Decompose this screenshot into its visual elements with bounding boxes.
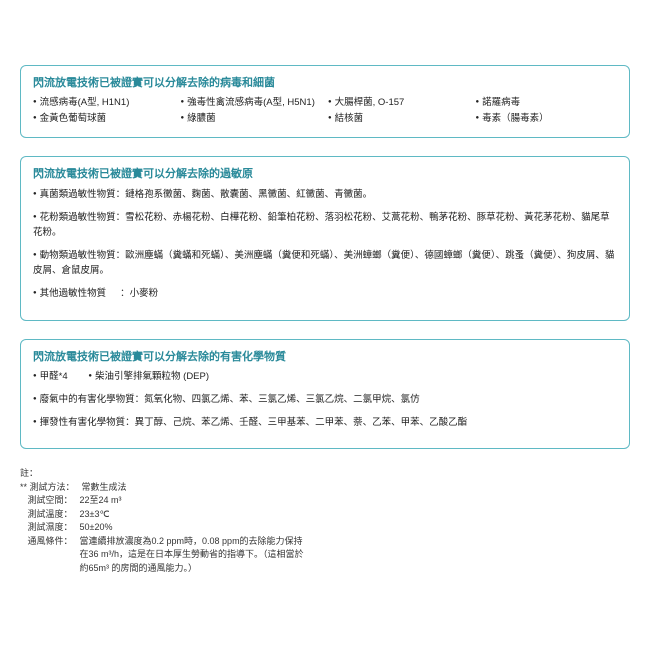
list-item: 流感病毒(A型, H1N1) [33,96,175,110]
footnote-line: 測試溫度：23±3℃ [20,508,630,522]
allergen-group-animal: 動物類過敏性物質：歐洲塵蟎（糞蟎和死蟎）、美洲塵蟎（糞便和死蟎）、美洲蟑螂（糞便… [33,248,617,278]
list-item: 柴油引擎排氣顆粒物 (DEP) [88,371,209,382]
footnote-line: 在36 m³/h，這是在日本厚生勞動省的指導下。（這相當於 [20,548,630,562]
list-item: 金黃色葡萄球菌 [33,112,175,126]
footnote-line: 通風條件：當連續排放濃度為0.2 ppm時，0.08 ppm的去除能力保持 [20,535,630,549]
chemical-group-exhaust: 廢氣中的有害化學物質：氮氧化物、四氯乙烯、苯、三氯乙烯、三氯乙烷、二氯甲烷、氯仿 [33,392,617,407]
panel-allergens: 閃流放電技術已被證實可以分解去除的過敏原 真菌類過敏性物質：鏈格孢系黴菌、麴菌、… [20,156,630,321]
footnote-line: 測試濕度：50±20% [20,521,630,535]
group-label: 花粉類過敏性物質： [33,212,125,223]
list-item: 甲醛*4 [33,371,68,382]
footnote-line: ** 測試方法：常數生成法 [20,481,630,495]
chemical-line-1: 甲醛*4 柴油引擎排氣顆粒物 (DEP) [33,370,617,384]
list-item: 綠膿菌 [181,112,323,126]
allergen-group-pollen: 花粉類過敏性物質：雪松花粉、赤楊花粉、白樺花粉、鉛筆柏花粉、落羽松花粉、艾蒿花粉… [33,210,617,240]
chemical-group-voc: 揮發性有害化學物質：異丁醇、己烷、苯乙烯、壬醛、三甲基苯、二甲苯、萘、乙苯、甲苯… [33,415,617,430]
group-value: ：小麥粉 [120,288,158,299]
list-item: 結核菌 [328,112,470,126]
footnote-line: 測試空間：22至24 m³ [20,494,630,508]
list-item: 強毒性禽流感病毒(A型, H5N1) [181,96,323,110]
panel-chemicals: 閃流放電技術已被證實可以分解去除的有害化學物質 甲醛*4 柴油引擎排氣顆粒物 (… [20,339,630,450]
list-item: 大腸桿菌, O-157 [328,96,470,110]
group-value: 氮氧化物、四氯乙烯、苯、三氯乙烯、三氯乙烷、二氯甲烷、氯仿 [144,394,420,405]
allergen-group-other: 其他過敏性物質 ：小麥粉 [33,286,617,301]
group-label: 動物類過敏性物質： [33,250,125,261]
virus-list: 流感病毒(A型, H1N1) 強毒性禽流感病毒(A型, H5N1) 大腸桿菌, … [33,96,617,127]
group-label: 揮發性有害化學物質： [33,417,135,428]
list-item: 諾羅病毒 [476,96,618,110]
panel-title: 閃流放電技術已被證實可以分解去除的有害化學物質 [33,348,617,364]
panel-title: 閃流放電技術已被證實可以分解去除的病毒和細菌 [33,74,617,90]
footnote-header: 註： [20,467,630,481]
group-label: 廢氣中的有害化學物質： [33,394,144,405]
panel-title: 閃流放電技術已被證實可以分解去除的過敏原 [33,165,617,181]
footnote-block: 註： ** 測試方法：常數生成法 測試空間：22至24 m³ 測試溫度：23±3… [20,467,630,575]
footnote-line: 約65m³ 的房間的通風能力。） [20,562,630,576]
group-label: 真菌類過敏性物質： [33,189,125,200]
group-value: 鏈格孢系黴菌、麴菌、散囊菌、黑黴菌、紅黴菌、青黴菌。 [125,189,372,200]
allergen-group-fungi: 真菌類過敏性物質：鏈格孢系黴菌、麴菌、散囊菌、黑黴菌、紅黴菌、青黴菌。 [33,187,617,202]
list-item: 毒素（腸毒素） [476,112,618,126]
group-label: 其他過敏性物質 [33,288,106,299]
group-value: 異丁醇、己烷、苯乙烯、壬醛、三甲基苯、二甲苯、萘、乙苯、甲苯、乙酸乙酯 [135,417,468,428]
panel-viruses-bacteria: 閃流放電技術已被證實可以分解去除的病毒和細菌 流感病毒(A型, H1N1) 強毒… [20,65,630,138]
